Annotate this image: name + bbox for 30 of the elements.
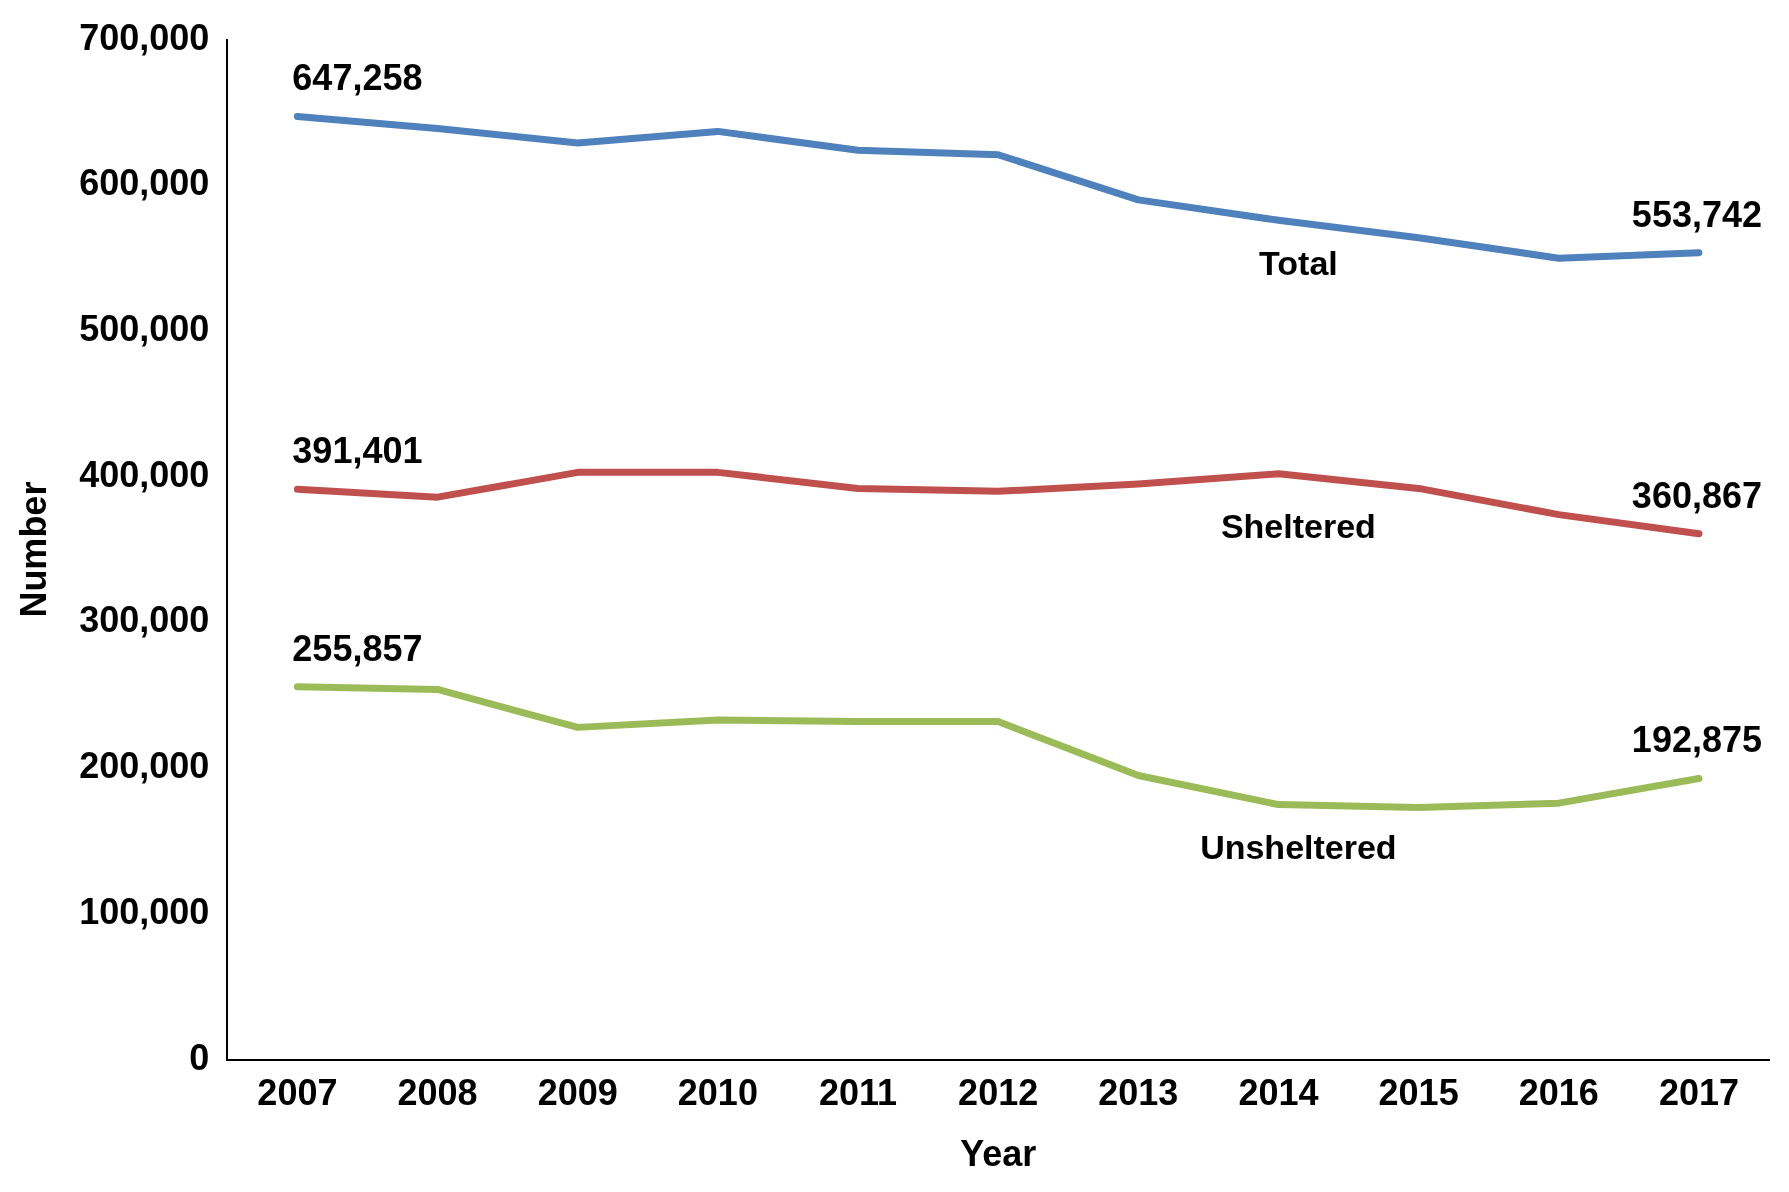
- x-tick-label: 2008: [397, 1072, 478, 1114]
- series-label: Sheltered: [1220, 507, 1376, 546]
- x-tick-label: 2010: [677, 1072, 758, 1114]
- data-label: 647,258: [292, 57, 423, 99]
- y-tick-label: 300,000: [79, 599, 210, 641]
- y-tick-label: 0: [189, 1036, 210, 1078]
- data-label: 192,875: [1631, 719, 1762, 761]
- x-tick-label: 2014: [1238, 1072, 1319, 1114]
- y-tick-label: 200,000: [79, 745, 210, 787]
- data-label: 391,401: [292, 430, 423, 472]
- y-tick-label: 500,000: [79, 307, 210, 349]
- y-tick-label: 400,000: [79, 453, 210, 495]
- data-label: 553,742: [1631, 193, 1762, 235]
- x-tick-label: 2015: [1378, 1072, 1459, 1114]
- y-tick-label: 700,000: [79, 16, 210, 58]
- x-tick-label: 2009: [537, 1072, 618, 1114]
- x-axis-title: Year: [960, 1133, 1037, 1175]
- series-label: Unsheltered: [1200, 827, 1397, 866]
- x-tick-label: 2007: [257, 1072, 338, 1114]
- x-tick-label: 2011: [818, 1072, 898, 1114]
- x-tick-label: 2012: [958, 1072, 1039, 1114]
- y-tick-label: 100,000: [79, 890, 210, 932]
- y-tick-label: 600,000: [79, 162, 210, 204]
- x-tick-label: 2017: [1658, 1072, 1739, 1114]
- x-tick-label: 2013: [1098, 1072, 1179, 1114]
- series-label: Total: [1259, 243, 1338, 282]
- data-label: 255,857: [292, 627, 423, 669]
- y-axis-title: Number: [12, 481, 54, 618]
- data-label: 360,867: [1631, 474, 1762, 516]
- x-tick-label: 2016: [1518, 1072, 1599, 1114]
